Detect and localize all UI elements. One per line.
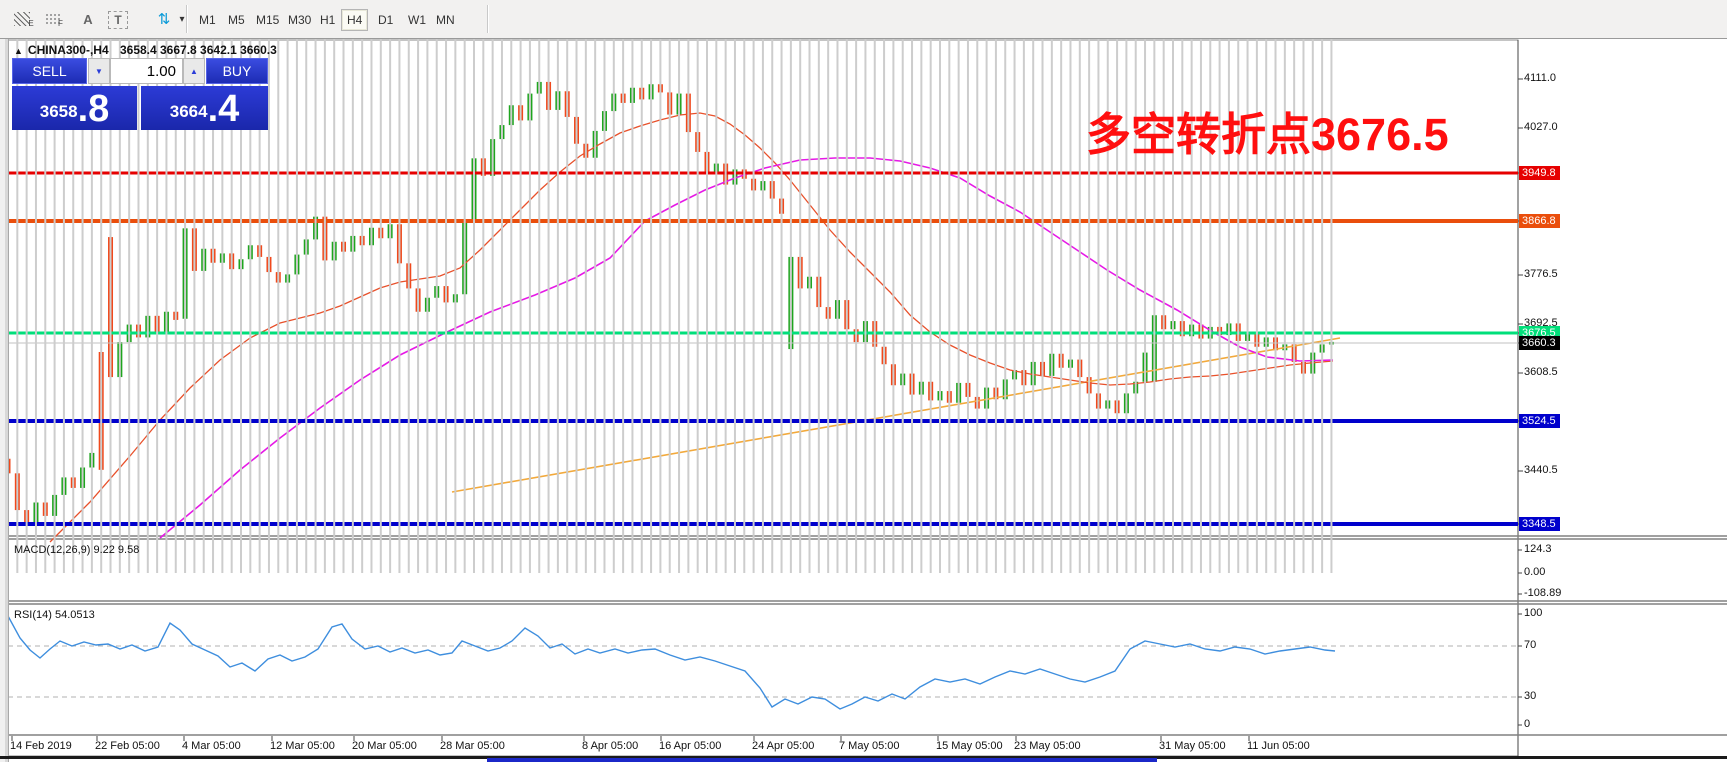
date-tick-label: 12 Mar 05:00 [270, 740, 335, 752]
price-badge: 3660.3 [1519, 336, 1560, 350]
timeframe-button-h1[interactable]: H1 [320, 13, 336, 27]
taskbar-sliver [487, 758, 1157, 762]
volume-input[interactable] [110, 58, 183, 84]
price-tick-label: 3440.5 [1524, 464, 1558, 476]
price-badge: 3524.5 [1519, 414, 1560, 428]
buy-price-panel[interactable]: 3664.4 [141, 86, 268, 130]
chart-title[interactable]: ▲ CHINA300-,H4 3658.4 3667.8 3642.1 3660.… [14, 43, 277, 57]
price-badge: 3348.5 [1519, 517, 1560, 531]
date-tick-label: 14 Feb 2019 [10, 740, 72, 752]
volume-increase-button[interactable]: ▲ [183, 58, 205, 84]
indicator-tick-label: 100 [1524, 607, 1543, 619]
ohlc-values: 3658.4 3667.8 3642.1 3660.3 [119, 43, 277, 57]
indicator-tick-label: 70 [1524, 639, 1537, 651]
timeframe-button-m5[interactable]: M5 [228, 13, 245, 27]
date-tick-label: 24 Apr 05:00 [752, 740, 815, 752]
timeframe-button-h4[interactable]: H4 [341, 9, 369, 31]
price-tick-label: 3776.5 [1524, 268, 1558, 280]
date-tick-label: 11 Jun 05:00 [1247, 740, 1310, 752]
indicator-tick-label: 124.3 [1524, 543, 1552, 555]
timeframe-button-mn[interactable]: MN [436, 13, 455, 27]
text-box-icon[interactable]: T [108, 11, 128, 29]
price-badge: 3866.8 [1519, 214, 1560, 228]
price-tick-label: 4027.0 [1524, 121, 1558, 133]
sell-price-frac: .8 [77, 88, 110, 130]
cycle-arrows-icon[interactable]: ⇅ [157, 11, 171, 28]
indicator-tick-label: 0.00 [1524, 566, 1546, 578]
sell-price-panel[interactable]: 3658.8 [12, 86, 137, 130]
price-tick-label: 4111.0 [1524, 72, 1557, 84]
date-tick-label: 8 Apr 05:00 [582, 740, 639, 752]
timeframe-button-m1[interactable]: M1 [199, 13, 216, 27]
grid-icon[interactable]: F [42, 8, 66, 30]
date-tick-label: 15 May 05:00 [936, 740, 1003, 752]
indicator-tick-label: -108.89 [1524, 587, 1562, 599]
date-tick-label: 23 May 05:00 [1014, 740, 1081, 752]
toolbar-separator [487, 5, 489, 33]
window-bottom-border [0, 756, 1727, 759]
timeframe-button-m30[interactable]: M30 [288, 13, 312, 27]
date-tick-label: 28 Mar 05:00 [440, 740, 505, 752]
timeframe-button-w1[interactable]: W1 [408, 13, 426, 27]
volume-decrease-button[interactable]: ▼ [88, 58, 110, 84]
one-click-trading-widget: SELL ▼ ▲ BUY 3658.8 3664.4 [12, 58, 268, 130]
date-tick-label: 22 Feb 05:00 [95, 740, 160, 752]
chart-annotation-text: 多空转折点3676.5 [1086, 109, 1449, 160]
timeframe-button-d1[interactable]: D1 [378, 13, 394, 27]
date-tick-label: 20 Mar 05:00 [352, 740, 417, 752]
indicator-tick-label: 30 [1524, 690, 1537, 702]
indicator-tick-label: 0 [1524, 718, 1531, 730]
price-badge: 3949.8 [1519, 166, 1560, 180]
date-tick-label: 16 Apr 05:00 [659, 740, 722, 752]
dropdown-caret-icon[interactable]: ▾ [179, 13, 185, 25]
buy-price-frac: .4 [207, 88, 240, 130]
price-tick-label: 3608.5 [1524, 366, 1558, 378]
buy-price-main: 3664 [169, 102, 208, 121]
collapse-triangle-icon[interactable]: ▲ [14, 46, 23, 56]
buy-button[interactable]: BUY [206, 58, 268, 84]
date-tick-label: 4 Mar 05:00 [182, 740, 241, 752]
sell-button[interactable]: SELL [12, 58, 87, 84]
sell-price-main: 3658 [39, 102, 78, 121]
window-left-edge [0, 0, 9, 762]
rsi-label: RSI(14) 54.0513 [14, 609, 95, 621]
text-label-icon[interactable]: A [83, 11, 93, 27]
timeframe-button-m15[interactable]: M15 [256, 13, 280, 27]
symbol-timeframe: CHINA300-,H4 [27, 43, 109, 57]
date-tick-label: 7 May 05:00 [839, 740, 900, 752]
toolbar-separator [186, 5, 188, 33]
date-tick-label: 31 May 05:00 [1159, 740, 1226, 752]
macd-label: MACD(12,26,9) 9.22 9.58 [14, 544, 140, 556]
toolbar: E F A T ⇅ ▾ M1 M5 M15 M30 H1 H4 D1 W1 MN [0, 0, 1727, 39]
draw-style-icon[interactable]: E [12, 8, 36, 30]
